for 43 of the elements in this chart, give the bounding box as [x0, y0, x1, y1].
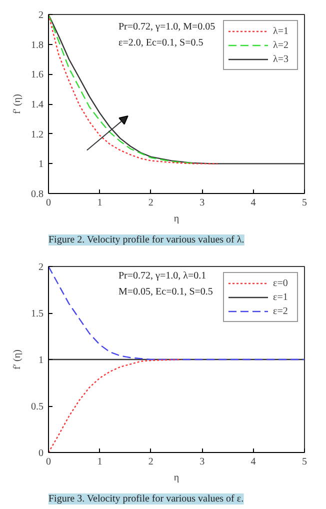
- line-series: [48, 14, 218, 164]
- line-series: [48, 358, 182, 452]
- legend-label: ε=2: [273, 305, 289, 317]
- x-tick-label: 2: [148, 456, 154, 468]
- x-tick-label: 1: [97, 456, 102, 468]
- y-tick-label: 1.5: [31, 308, 44, 320]
- legend-label: λ=3: [273, 53, 290, 65]
- annotation: Pr=0.72, γ=1.0, M=0.05: [118, 22, 216, 32]
- x-tick-label: 3: [200, 456, 205, 468]
- x-tick-label: 1: [97, 198, 102, 208]
- y-tick-label: 1.6: [31, 70, 44, 81]
- line-series: [48, 266, 304, 360]
- x-axis-title: η: [174, 214, 180, 224]
- annotation: ε=2.0, Ec=0.1, S=0.5: [118, 38, 204, 48]
- annotation: M=0.05, Ec=0.1, S=0.5: [118, 286, 213, 298]
- y-tick-label: 2: [38, 10, 44, 21]
- y-axis-title: f′ (η): [12, 350, 23, 370]
- y-axis-title: f′ (η): [12, 94, 23, 114]
- text: Figure 3. Velocity profile for various values of ε.: [48, 494, 244, 504]
- y-tick-label: 1: [38, 355, 44, 366]
- legend-label: ε=0: [273, 277, 289, 289]
- x-axis-title: η: [174, 472, 180, 484]
- legend-label: λ=1: [273, 25, 290, 37]
- x-tick-label: 4: [250, 198, 256, 208]
- y-tick-label: 0.5: [31, 402, 44, 412]
- x-tick-label: 0: [46, 198, 51, 208]
- y-tick-label: 1.8: [31, 40, 44, 51]
- legend-label: ε=1: [273, 291, 289, 303]
- y-tick-label: 1: [38, 159, 44, 170]
- x-tick-label: 5: [302, 456, 307, 468]
- x-tick-label: 0: [46, 456, 51, 468]
- annotation: Pr=0.72, γ=1.0, λ=0.1: [118, 270, 206, 282]
- x-tick-label: 3: [200, 198, 205, 208]
- x-tick-label: 5: [302, 198, 307, 208]
- legend-label: λ=2: [273, 39, 290, 51]
- y-tick-label: 0: [38, 448, 44, 459]
- y-tick-label: 1.4: [31, 100, 44, 110]
- y-tick-label: 1.2: [31, 129, 44, 140]
- x-tick-label: 4: [250, 456, 256, 468]
- y-tick-label: 2: [38, 262, 44, 273]
- x-tick-label: 2: [148, 198, 154, 208]
- text: Figure 2. Velocity profile for various values of λ.: [48, 234, 244, 246]
- y-tick-label: 0.8: [31, 189, 44, 200]
